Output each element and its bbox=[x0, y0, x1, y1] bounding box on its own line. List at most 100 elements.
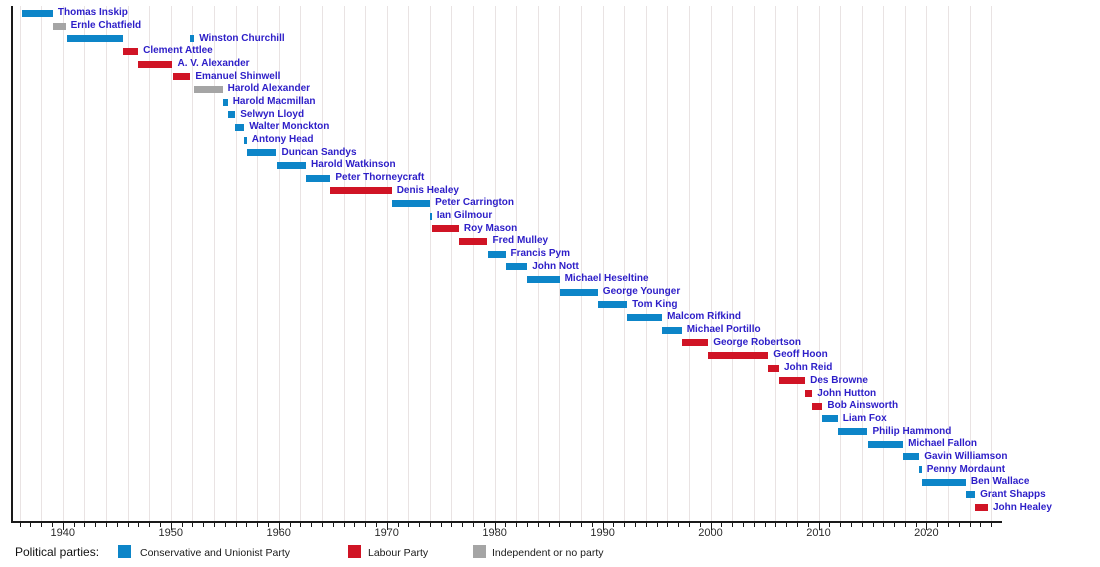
person-label-emanuel-shinwell[interactable]: Emanuel Shinwell bbox=[195, 70, 281, 82]
person-label-winston-churchill[interactable]: Winston Churchill bbox=[199, 32, 285, 44]
person-label-gavin-williamson[interactable]: Gavin Williamson bbox=[924, 450, 1008, 462]
person-label-ernle-chatfield[interactable]: Ernle Chatfield bbox=[70, 20, 142, 31]
term-bar-des-browne[interactable] bbox=[779, 377, 806, 385]
gridline-2012 bbox=[840, 6, 842, 521]
person-label-michael-portillo[interactable]: Michael Portillo bbox=[686, 324, 761, 336]
major-tick-1960 bbox=[278, 523, 280, 530]
term-bar-grant-shapps[interactable] bbox=[965, 491, 976, 499]
term-bar-michael-portillo[interactable] bbox=[662, 326, 682, 334]
person-label-francis-pym[interactable]: Francis Pym bbox=[510, 248, 570, 260]
person-label-grant-shapps[interactable]: Grant Shapps bbox=[980, 488, 1046, 500]
term-bar-gavin-williamson[interactable] bbox=[903, 453, 920, 461]
minor-tick-1942 bbox=[84, 523, 86, 527]
legend: Political parties: Conservative and Unio… bbox=[0, 541, 1100, 567]
term-bar-john-hutton[interactable] bbox=[805, 390, 813, 397]
gridline-1964 bbox=[321, 6, 323, 521]
term-bar-selwyn-lloyd[interactable] bbox=[227, 111, 236, 119]
term-bar-fred-mulley[interactable] bbox=[458, 237, 488, 245]
term-bar-thomas-inskip[interactable] bbox=[21, 9, 53, 17]
person-label-roy-mason[interactable]: Roy Mason bbox=[463, 222, 518, 234]
term-bar-tom-king[interactable] bbox=[597, 301, 628, 309]
term-bar-walter-monckton[interactable] bbox=[235, 123, 245, 131]
minor-tick-2008 bbox=[796, 523, 798, 527]
term-bar-harold-watkinson[interactable] bbox=[276, 161, 307, 169]
term-bar-winston-churchill[interactable] bbox=[66, 35, 123, 43]
person-label-geoff-hoon[interactable]: Geoff Hoon bbox=[773, 349, 828, 361]
term-bar-michael-heseltine[interactable] bbox=[527, 275, 560, 283]
person-label-john-hutton[interactable]: John Hutton bbox=[817, 387, 877, 399]
minor-tick-2011 bbox=[829, 523, 831, 527]
person-label-harold-watkinson[interactable]: Harold Watkinson bbox=[311, 159, 396, 171]
person-label-a-v-alexander[interactable]: A. V. Alexander bbox=[177, 58, 250, 69]
term-bar-bob-ainsworth[interactable] bbox=[812, 402, 823, 410]
term-bar-winston-churchill[interactable] bbox=[190, 35, 195, 43]
person-label-penny-mordaunt[interactable]: Penny Mordaunt bbox=[926, 463, 1006, 475]
gridline-2008 bbox=[796, 6, 798, 521]
person-label-ben-wallace[interactable]: Ben Wallace bbox=[970, 476, 1030, 488]
person-label-walter-monckton[interactable]: Walter Monckton bbox=[249, 121, 330, 133]
term-bar-peter-carrington[interactable] bbox=[391, 199, 430, 207]
person-label-tom-king[interactable]: Tom King bbox=[632, 298, 678, 310]
person-label-selwyn-lloyd[interactable]: Selwyn Lloyd bbox=[240, 108, 305, 120]
term-bar-philip-hammond[interactable] bbox=[837, 428, 868, 435]
person-label-liam-fox[interactable]: Liam Fox bbox=[842, 412, 887, 424]
term-bar-roy-mason[interactable] bbox=[431, 225, 459, 233]
person-label-peter-thorneycraft[interactable]: Peter Thorneycraft bbox=[335, 172, 425, 183]
term-bar-francis-pym[interactable] bbox=[487, 250, 506, 258]
person-label-philip-hammond[interactable]: Philip Hammond bbox=[872, 425, 952, 437]
person-label-george-younger[interactable]: George Younger bbox=[602, 286, 681, 298]
person-label-george-robertson[interactable]: George Robertson bbox=[713, 336, 801, 348]
person-label-clement-attlee[interactable]: Clement Attlee bbox=[143, 45, 213, 57]
term-bar-a-v-alexander[interactable] bbox=[138, 60, 173, 68]
person-label-antony-head[interactable]: Antony Head bbox=[251, 134, 314, 145]
term-bar-peter-thorneycraft[interactable] bbox=[306, 174, 331, 182]
person-label-malcom-rifkind[interactable]: Malcom Rifkind bbox=[667, 311, 741, 323]
person-label-michael-fallon[interactable]: Michael Fallon bbox=[908, 438, 977, 450]
minor-tick-1959 bbox=[267, 523, 269, 527]
term-bar-john-healey[interactable] bbox=[975, 504, 988, 511]
person-label-denis-healey[interactable]: Denis Healey bbox=[396, 184, 459, 196]
term-bar-ernle-chatfield[interactable] bbox=[52, 22, 66, 30]
person-label-des-browne[interactable]: Des Browne bbox=[810, 374, 868, 386]
term-bar-michael-fallon[interactable] bbox=[867, 440, 904, 448]
term-bar-george-younger[interactable] bbox=[559, 288, 598, 296]
term-bar-antony-head[interactable] bbox=[244, 136, 247, 144]
minor-tick-1997 bbox=[678, 523, 680, 527]
term-bar-george-robertson[interactable] bbox=[681, 339, 709, 347]
gridline-2026 bbox=[991, 6, 993, 521]
person-label-harold-macmillan[interactable]: Harold Macmillan bbox=[232, 96, 316, 107]
minor-tick-1956 bbox=[235, 523, 237, 527]
gridline-2006 bbox=[775, 6, 777, 521]
person-label-peter-carrington[interactable]: Peter Carrington bbox=[435, 197, 514, 209]
person-label-duncan-sandys[interactable]: Duncan Sandys bbox=[281, 146, 357, 158]
person-label-bob-ainsworth[interactable]: Bob Ainsworth bbox=[827, 400, 899, 412]
person-label-john-healey[interactable]: John Healey bbox=[993, 501, 1052, 513]
term-bar-ian-gilmour[interactable] bbox=[430, 212, 433, 220]
term-bar-malcom-rifkind[interactable] bbox=[627, 313, 663, 321]
person-label-john-nott[interactable]: John Nott bbox=[532, 260, 579, 272]
minor-tick-1955 bbox=[224, 523, 226, 527]
term-bar-penny-mordaunt[interactable] bbox=[919, 466, 922, 473]
term-bar-john-nott[interactable] bbox=[505, 263, 528, 271]
term-bar-emanuel-shinwell[interactable] bbox=[172, 73, 191, 81]
conservative-party-swatch-icon bbox=[118, 545, 131, 558]
person-label-harold-alexander[interactable]: Harold Alexander bbox=[227, 83, 311, 95]
term-bar-harold-macmillan[interactable] bbox=[222, 98, 228, 106]
gridline-1942 bbox=[84, 6, 86, 521]
term-bar-ben-wallace[interactable] bbox=[921, 478, 966, 486]
person-label-thomas-inskip[interactable]: Thomas Inskip bbox=[57, 7, 128, 19]
person-label-michael-heseltine[interactable]: Michael Heseltine bbox=[564, 273, 649, 285]
term-bar-liam-fox[interactable] bbox=[822, 415, 838, 423]
term-bar-harold-alexander[interactable] bbox=[194, 85, 223, 93]
person-label-john-reid[interactable]: John Reid bbox=[784, 362, 833, 374]
term-bar-clement-attlee[interactable] bbox=[122, 47, 138, 55]
person-label-ian-gilmour[interactable]: Ian Gilmour bbox=[436, 210, 493, 222]
term-bar-geoff-hoon[interactable] bbox=[708, 351, 769, 359]
term-bar-john-reid[interactable] bbox=[768, 364, 779, 372]
term-bar-denis-healey[interactable] bbox=[330, 187, 392, 195]
labour-party-swatch-icon bbox=[348, 545, 361, 558]
person-label-fred-mulley[interactable]: Fred Mulley bbox=[492, 235, 549, 247]
term-bar-duncan-sandys[interactable] bbox=[246, 149, 277, 157]
minor-tick-1992 bbox=[624, 523, 626, 527]
